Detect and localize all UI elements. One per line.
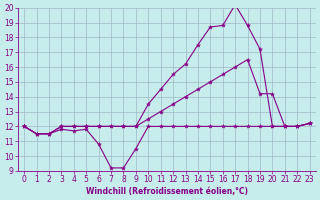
X-axis label: Windchill (Refroidissement éolien,°C): Windchill (Refroidissement éolien,°C): [86, 187, 248, 196]
